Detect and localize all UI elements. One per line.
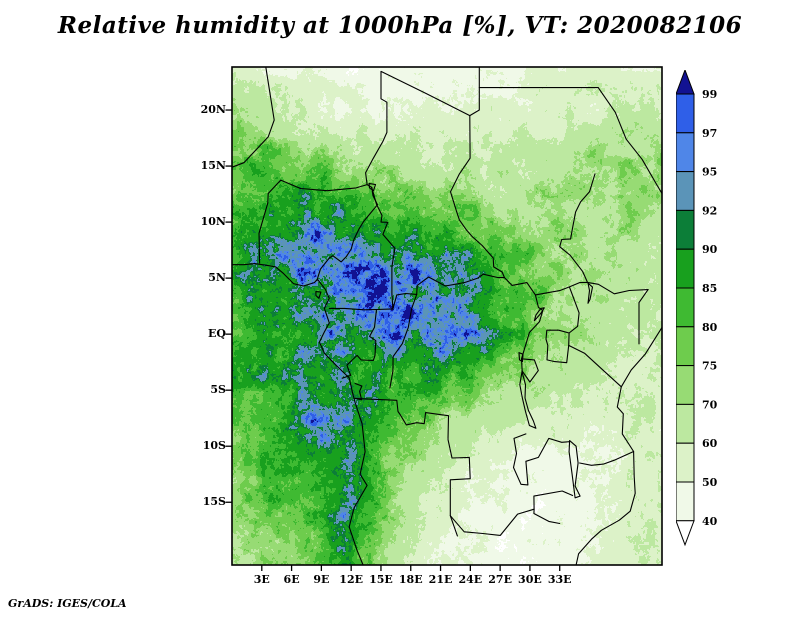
lon-tick-label: 24E bbox=[458, 573, 483, 586]
colorbar-segment bbox=[676, 209, 695, 250]
colorbar-segment bbox=[676, 442, 695, 483]
colorbar-arrow-top bbox=[676, 70, 695, 95]
lat-tick-label: 15S bbox=[202, 495, 226, 509]
lat-tick-label: 5S bbox=[210, 383, 226, 397]
lon-tick-label: 12E bbox=[339, 573, 363, 586]
colorbar-label: 97 bbox=[702, 127, 717, 140]
colorbar-label: 60 bbox=[702, 437, 718, 450]
colorbar-segment bbox=[676, 403, 695, 444]
lat-tick-label: 20N bbox=[200, 103, 226, 117]
lon-tick-label: 30E bbox=[518, 573, 542, 586]
lat-tick-label: 5N bbox=[208, 271, 226, 285]
lat-tick-label: 10S bbox=[202, 439, 226, 453]
lat-tick-label: EQ bbox=[208, 327, 226, 341]
colorbar-label: 90 bbox=[702, 243, 718, 256]
colorbar-label: 99 bbox=[702, 88, 717, 101]
lon-tick-label: 15E bbox=[369, 573, 393, 586]
colorbar-label: 85 bbox=[702, 282, 717, 295]
lon-tick-label: 33E bbox=[547, 573, 572, 586]
colorbar-segment bbox=[676, 287, 695, 328]
lon-tick-label: 18E bbox=[398, 573, 423, 586]
map-area: 20N 15N 10N 5N EQ 5S 10S 15S 3E 6E 9E 12E 15E 18E 21E 2… bbox=[201, 66, 663, 586]
lat-tick-label: 15N bbox=[200, 159, 226, 173]
colorbar-label: 92 bbox=[702, 204, 717, 217]
colorbar-segment bbox=[676, 365, 695, 405]
colorbar-label: 70 bbox=[702, 398, 718, 411]
humidity-field-canvas bbox=[232, 67, 662, 565]
lon-tick-label: 9E bbox=[313, 573, 330, 586]
colorbar-label: 75 bbox=[702, 360, 717, 373]
lon-tick-label: 6E bbox=[283, 573, 300, 586]
lat-tick-label: 10N bbox=[200, 215, 226, 229]
colorbar-segment bbox=[676, 93, 695, 134]
lon-tick-label: 27E bbox=[488, 573, 512, 586]
colorbar-label: 95 bbox=[702, 166, 717, 179]
colorbar-label: 40 bbox=[702, 515, 718, 528]
colorbar-svg: 99 97 95 92 90 85 80 75 70 60 50 40 bbox=[676, 70, 718, 547]
colorbar-segment bbox=[676, 132, 695, 173]
colorbar-segment bbox=[676, 171, 695, 211]
grads-credit: GrADS: IGES/COLA bbox=[8, 597, 127, 610]
lon-tick-label: 21E bbox=[428, 573, 453, 586]
colorbar-arrow-bottom bbox=[676, 520, 695, 547]
colorbar-segment bbox=[676, 248, 695, 289]
chart-title: Relative humidity at 1000hPa [%], VT: 20… bbox=[57, 12, 743, 39]
colorbar-label: 80 bbox=[702, 321, 718, 334]
colorbar-segment bbox=[676, 481, 695, 522]
colorbar-segment bbox=[676, 326, 695, 367]
lon-tick-label: 3E bbox=[253, 573, 270, 586]
colorbar-label: 50 bbox=[702, 476, 718, 489]
